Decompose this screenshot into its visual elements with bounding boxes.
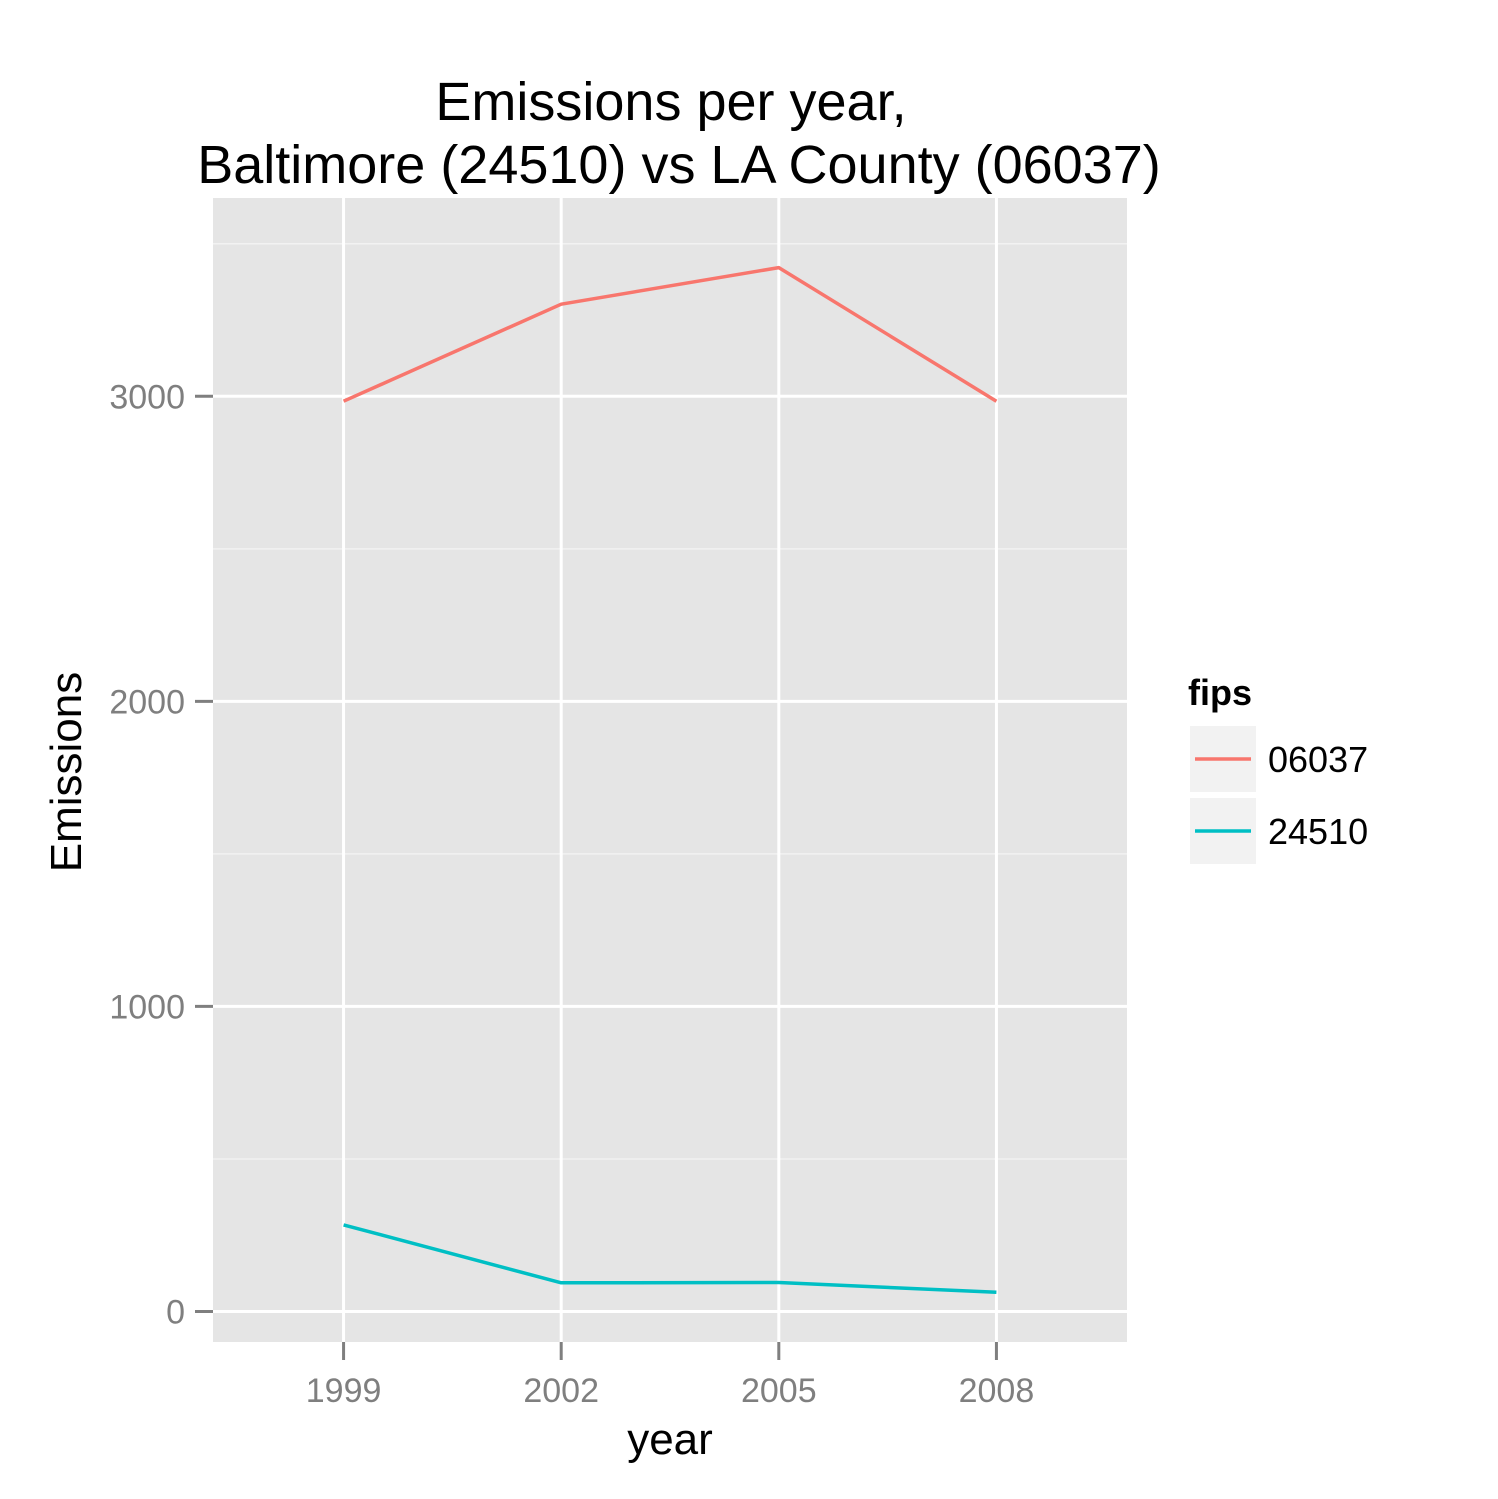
x-axis: 1999 2002 2005 2008 bbox=[306, 1342, 1034, 1410]
x-tick-label: 2005 bbox=[741, 1372, 817, 1410]
legend-label-24510: 24510 bbox=[1268, 811, 1368, 852]
legend: fips 06037 24510 bbox=[1188, 672, 1368, 866]
series-line-24510 bbox=[343, 1223, 997, 1295]
y-tick-label: 0 bbox=[166, 1293, 185, 1331]
y-axis: 0 1000 2000 3000 bbox=[109, 378, 213, 1331]
x-tick-label: 1999 bbox=[306, 1372, 382, 1410]
chart-title-line1: Emissions per year, bbox=[435, 72, 906, 132]
y-tick-label: 3000 bbox=[109, 378, 185, 416]
legend-title: fips bbox=[1188, 672, 1252, 713]
minor-gridlines bbox=[213, 243, 1127, 1160]
series-line-06037 bbox=[342, 265, 998, 403]
x-axis-title: year bbox=[627, 1415, 713, 1464]
series-lines bbox=[342, 265, 998, 1295]
major-gridlines bbox=[213, 198, 1127, 1342]
y-tick-label: 2000 bbox=[109, 683, 185, 721]
y-tick-label: 1000 bbox=[109, 988, 185, 1026]
legend-label-06037: 06037 bbox=[1268, 739, 1368, 780]
x-tick-label: 2002 bbox=[523, 1372, 599, 1410]
y-axis-title: Emissions bbox=[42, 672, 91, 873]
plot-panel bbox=[213, 198, 1127, 1342]
x-tick-label: 2008 bbox=[959, 1372, 1035, 1410]
chart-title-line2: Baltimore (24510) vs LA County (06037) bbox=[197, 135, 1161, 195]
